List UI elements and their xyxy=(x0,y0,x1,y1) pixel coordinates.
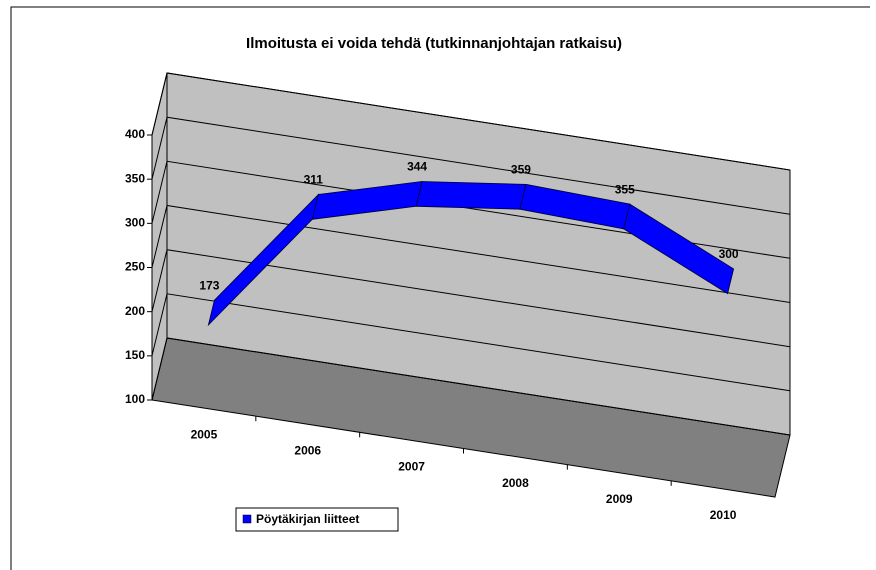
grid-line xyxy=(151,337,791,436)
data-label: 300 xyxy=(719,247,739,261)
y-tick-label: 400 xyxy=(125,127,145,141)
x-tick-label: 2006 xyxy=(294,443,321,457)
legend-box xyxy=(235,507,399,532)
legend-swatch xyxy=(242,514,252,524)
grid-line xyxy=(151,160,791,259)
chart-border xyxy=(10,6,870,570)
data-label: 355 xyxy=(615,182,635,196)
data-label: 344 xyxy=(407,160,427,174)
grid-line xyxy=(151,204,791,303)
x-tick-label: 2010 xyxy=(710,508,737,522)
line-segment xyxy=(623,203,735,295)
grid-line xyxy=(151,116,791,215)
y-tick-label: 150 xyxy=(125,348,145,362)
data-label: 173 xyxy=(199,278,219,292)
legend-label: Pöytäkirjan liitteet xyxy=(256,512,359,526)
grid-line xyxy=(151,293,791,392)
chart-title: Ilmoitusta ei voida tehdä (tutkinnanjoht… xyxy=(246,35,622,52)
data-label: 311 xyxy=(304,173,324,187)
line-segment xyxy=(415,181,527,210)
grid-line xyxy=(151,249,791,348)
data-label: 359 xyxy=(511,163,531,177)
x-tick-label: 2009 xyxy=(606,492,633,506)
grid-line xyxy=(151,72,791,171)
y-tick-label: 250 xyxy=(125,260,145,274)
x-tick-label: 2008 xyxy=(502,476,529,490)
y-tick-label: 100 xyxy=(125,392,145,406)
y-tick-label: 300 xyxy=(125,216,145,230)
y-tick-label: 200 xyxy=(125,304,145,318)
y-tick-label: 350 xyxy=(125,171,145,185)
x-tick-label: 2005 xyxy=(191,427,218,441)
x-tick-label: 2007 xyxy=(398,460,425,474)
